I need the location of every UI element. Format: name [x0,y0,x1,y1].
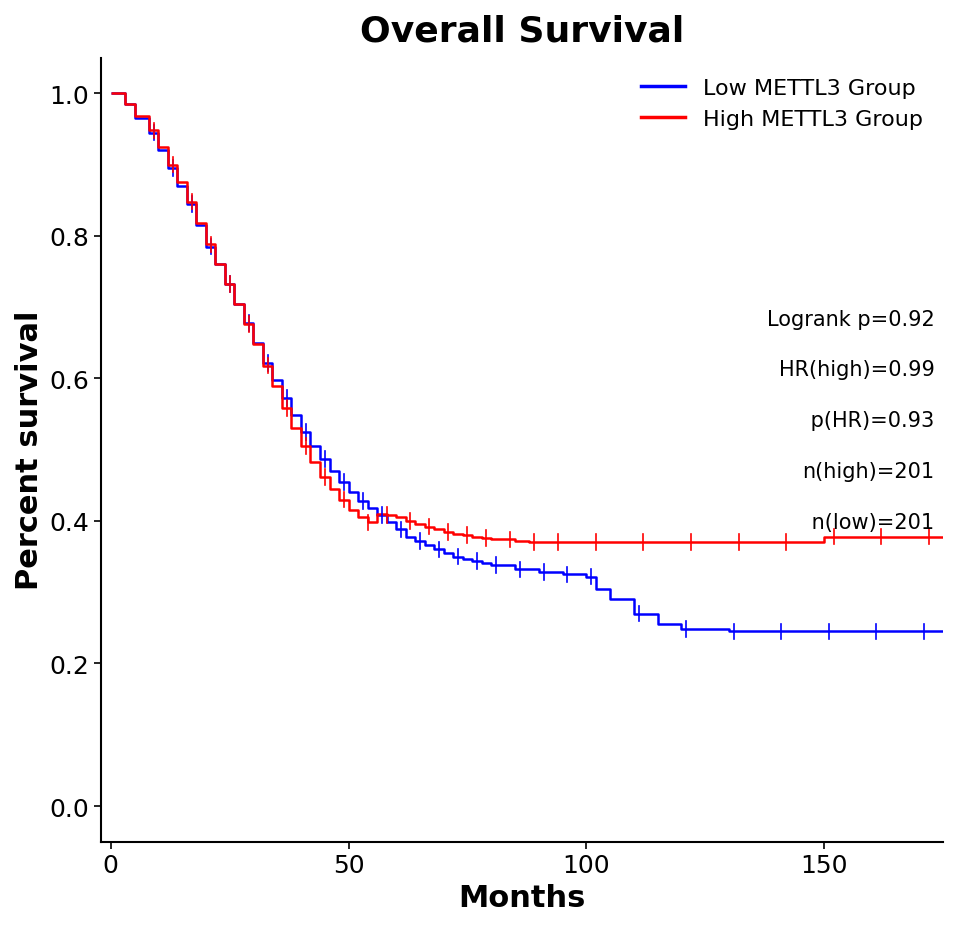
X-axis label: Months: Months [459,883,585,912]
Y-axis label: Percent survival: Percent survival [15,311,44,590]
Legend: Low METTL3 Group, High METTL3 Group: Low METTL3 Group, High METTL3 Group [632,70,932,138]
Title: Overall Survival: Overall Survival [360,15,684,49]
Text: n(low)=201: n(low)=201 [806,513,935,533]
Text: HR(high)=0.99: HR(high)=0.99 [779,360,935,380]
Text: Logrank p=0.92: Logrank p=0.92 [766,310,935,329]
Text: n(high)=201: n(high)=201 [803,462,935,482]
Text: p(HR)=0.93: p(HR)=0.93 [805,411,935,431]
